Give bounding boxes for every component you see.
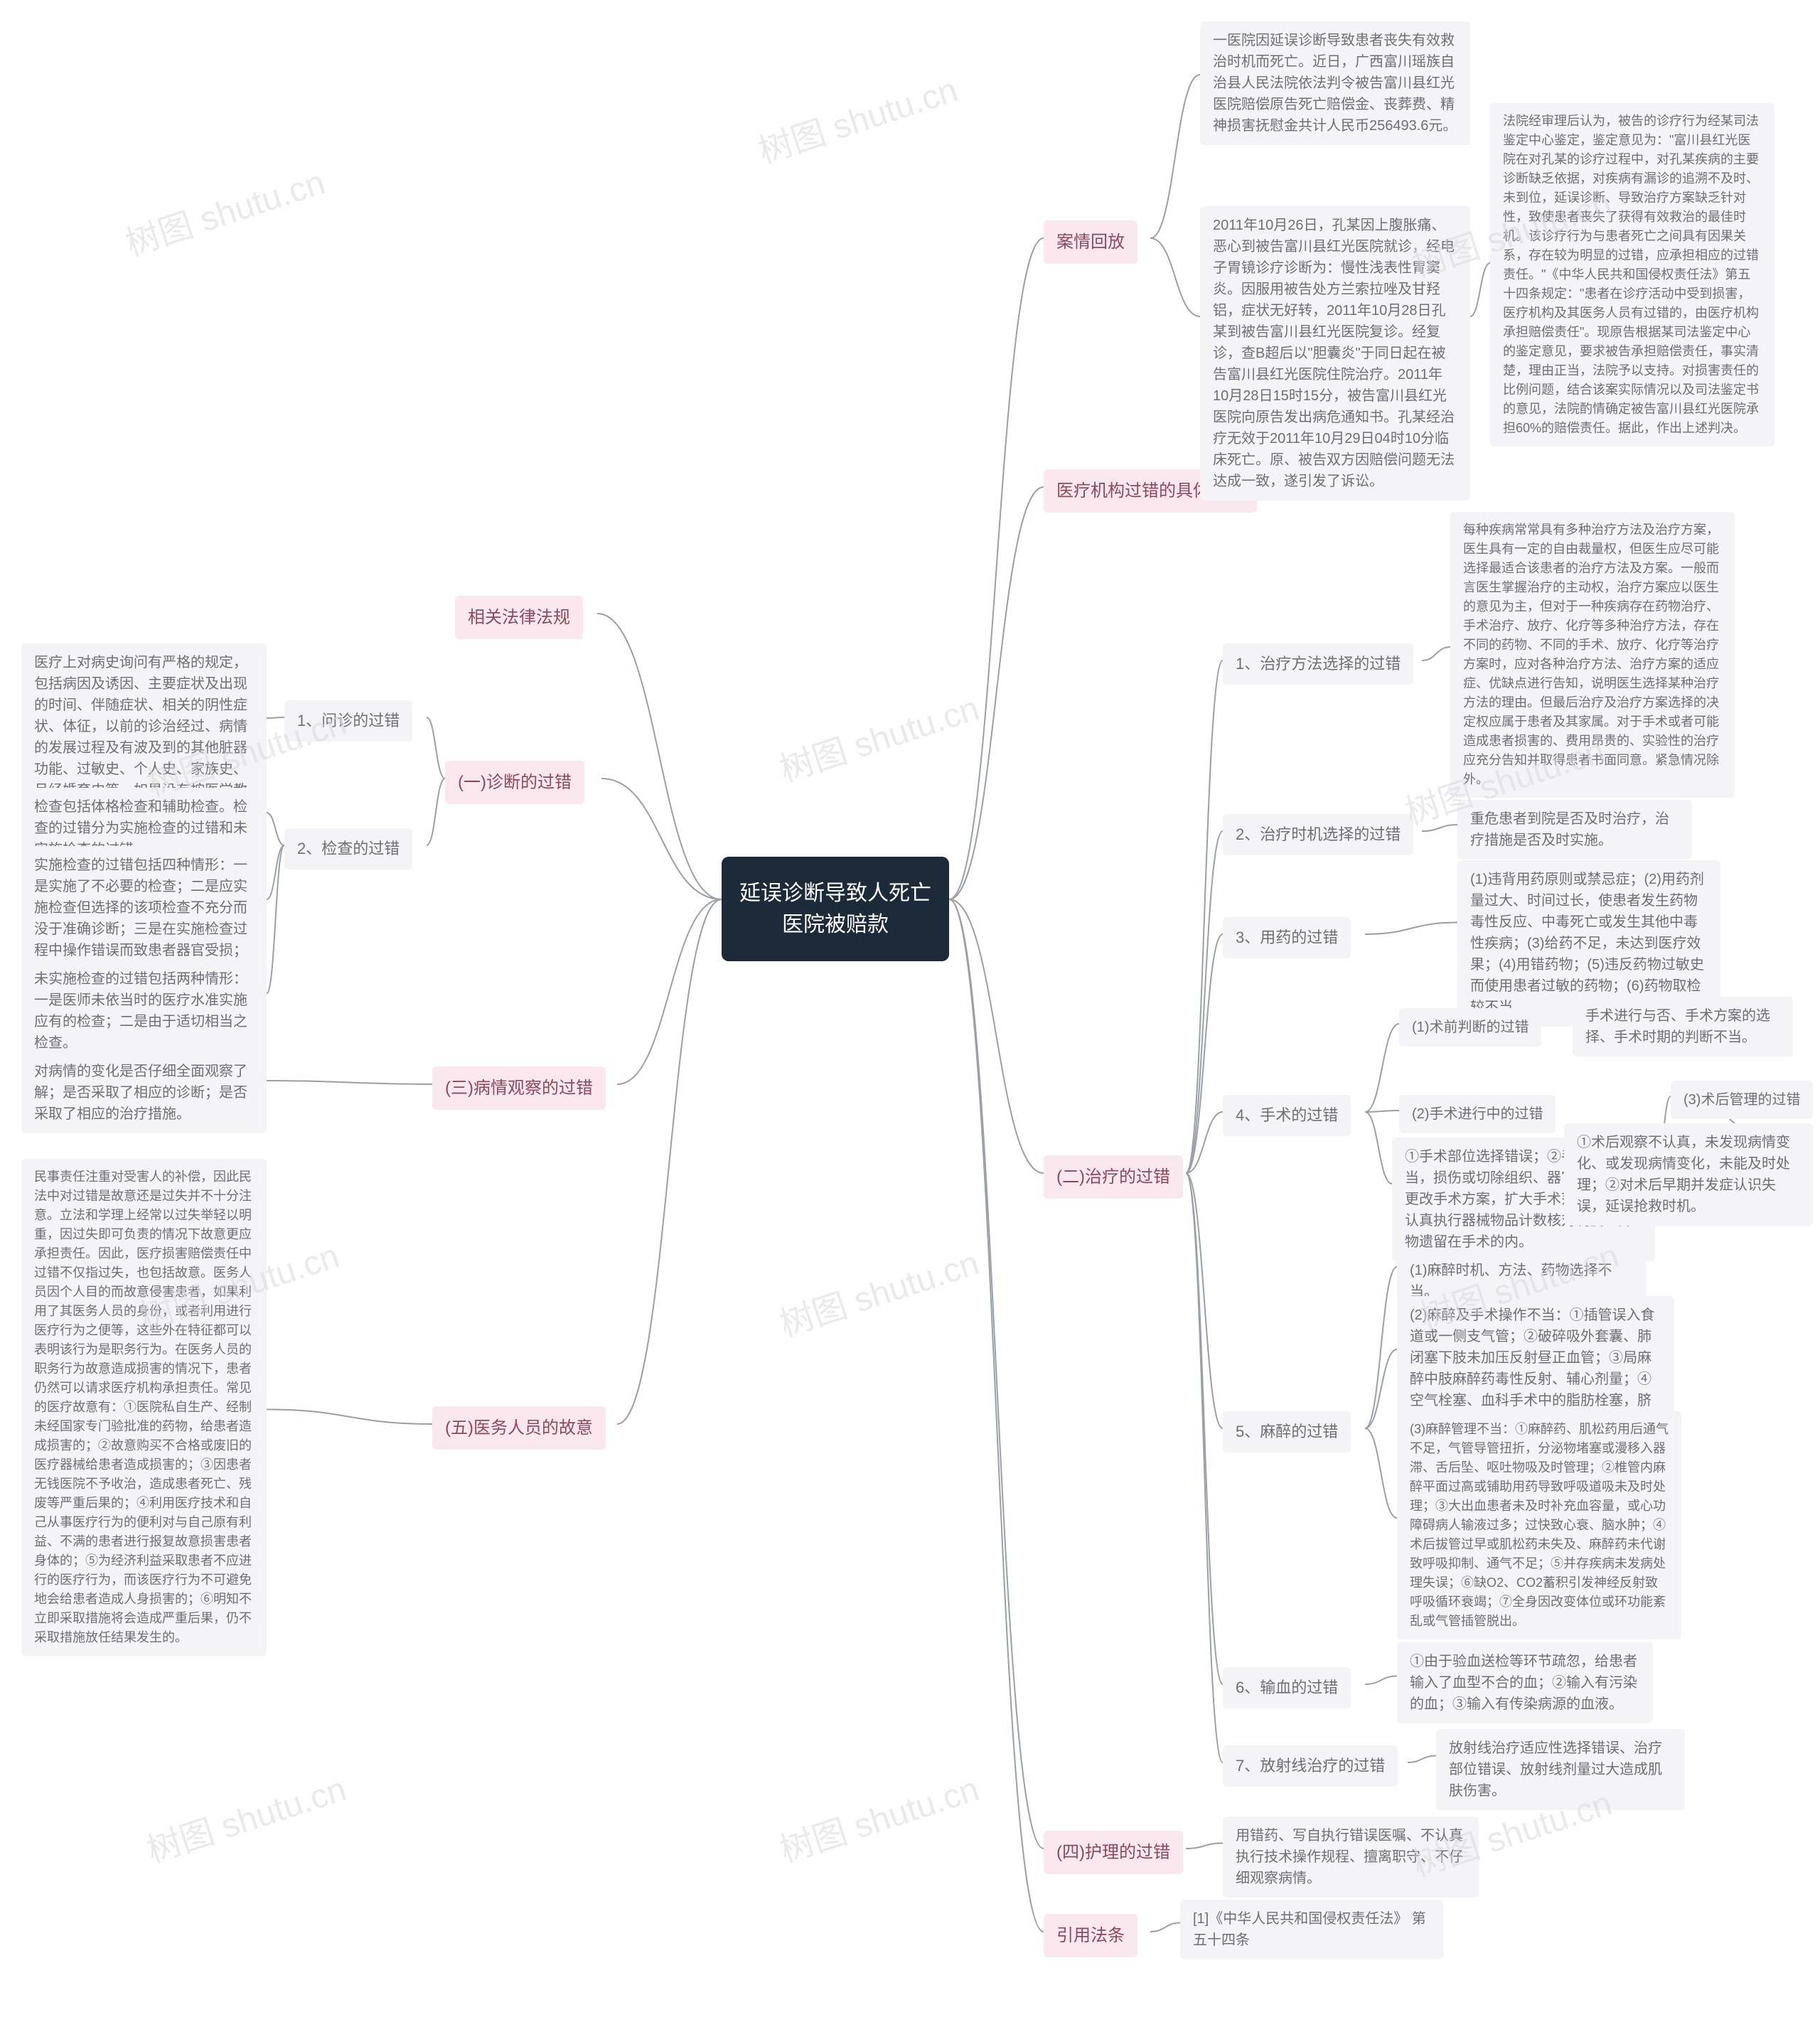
node-method-fault[interactable]: 1、治疗方法选择的过错 — [1223, 643, 1413, 685]
note-nursing: 用错药、写自执行错误医嘱、不认真执行技术操作规程、擅离职守、不仔细观察病情。 — [1223, 1817, 1479, 1898]
branch-intentional[interactable]: (五)医务人员的故意 — [432, 1406, 606, 1450]
note-exam-3: 未实施检查的过错包括两种情形：一是医师未依当时的医疗水准实施应有的检查；二是由于… — [21, 960, 267, 1062]
note-timing: 重危患者到院是否及时治疗，治疗措施是否及时实施。 — [1457, 800, 1692, 860]
note-radiation: 放射线治疗适应性选择错误、治疗部位错误、放射线剂量过大造成肌肤伤害。 — [1436, 1729, 1685, 1810]
note-transfusion: ①由于验血送检等环节疏忽，给患者输入了血型不合的血；②输入有污染的血；③输入有传… — [1397, 1642, 1653, 1723]
note-case-3: 法院经审理后认为，被告的诊疗行为经某司法鉴定中心鉴定，鉴定意见为："富川县红光医… — [1490, 103, 1774, 446]
node-exam-fault[interactable]: 2、检查的过错 — [284, 828, 412, 870]
branch-treatment-fault[interactable]: (二)治疗的过错 — [1044, 1155, 1183, 1199]
node-surgery-intraop[interactable]: (2)手术进行中的过错 — [1399, 1095, 1556, 1133]
note-surgery-postop: ①术后观察不认真，未发现病情变化、或发现病情变化，未能及时处理；②对术后早期并发… — [1564, 1123, 1813, 1226]
branch-legal[interactable]: 相关法律法规 — [455, 596, 583, 639]
note-observation: 对病情的变化是否仔细全面观察了解；是否采取了相应的诊断；是否采取了相应的治疗措施… — [21, 1052, 267, 1133]
branch-diagnosis[interactable]: (一)诊断的过错 — [445, 761, 584, 804]
node-inquiry-fault[interactable]: 1、问诊的过错 — [284, 700, 412, 742]
note-citation: [1]《中华人民共和国侵权责任法》 第五十四条 — [1180, 1900, 1443, 1959]
node-anesthesia-fault[interactable]: 5、麻醉的过错 — [1223, 1411, 1351, 1452]
note-intentional: 民事责任注重对受害人的补偿，因此民法中对过错是故意还是过失并不十分注意。立法和学… — [21, 1159, 267, 1656]
branch-observation[interactable]: (三)病情观察的过错 — [432, 1066, 606, 1110]
node-medication-fault[interactable]: 3、用药的过错 — [1223, 917, 1351, 958]
node-timing-fault[interactable]: 2、治疗时机选择的过错 — [1223, 814, 1413, 855]
node-surgery-preop[interactable]: (1)术前判断的过错 — [1399, 1008, 1541, 1047]
branch-nursing-fault[interactable]: (四)护理的过错 — [1044, 1831, 1183, 1874]
node-surgery-postop[interactable]: (3)术后管理的过错 — [1671, 1081, 1813, 1119]
branch-case-replay[interactable]: 案情回放 — [1044, 220, 1138, 264]
note-case-1: 一医院因延误诊断导致患者丧失有效救治时机而死亡。近日，广西富川瑶族自治县人民法院… — [1200, 21, 1470, 145]
note-method: 每种疾病常常具有多种治疗方法及治疗方案，医生具有一定的自由裁量权，但医生应尽可能… — [1450, 512, 1735, 798]
note-surgery-preop: 手术进行与否、手术方案的选择、手术时期的判断不当。 — [1573, 997, 1793, 1056]
branch-citation[interactable]: 引用法条 — [1044, 1914, 1138, 1957]
note-anes-3: (3)麻醉管理不当：①麻醉药、肌松药用后通气不足，气管导管扭折，分泌物堵塞或漫移… — [1397, 1411, 1681, 1639]
node-radiation-fault[interactable]: 7、放射线治疗的过错 — [1223, 1745, 1398, 1787]
note-case-2: 2011年10月26日，孔某因上腹胀痛、恶心到被告富川县红光医院就诊，经电子胃镜… — [1200, 206, 1470, 501]
root-node[interactable]: 延误诊断导致人死亡 医院被赔款 — [722, 857, 949, 961]
node-transfusion-fault[interactable]: 6、输血的过错 — [1223, 1667, 1351, 1708]
node-surgery-fault[interactable]: 4、手术的过错 — [1223, 1095, 1351, 1136]
